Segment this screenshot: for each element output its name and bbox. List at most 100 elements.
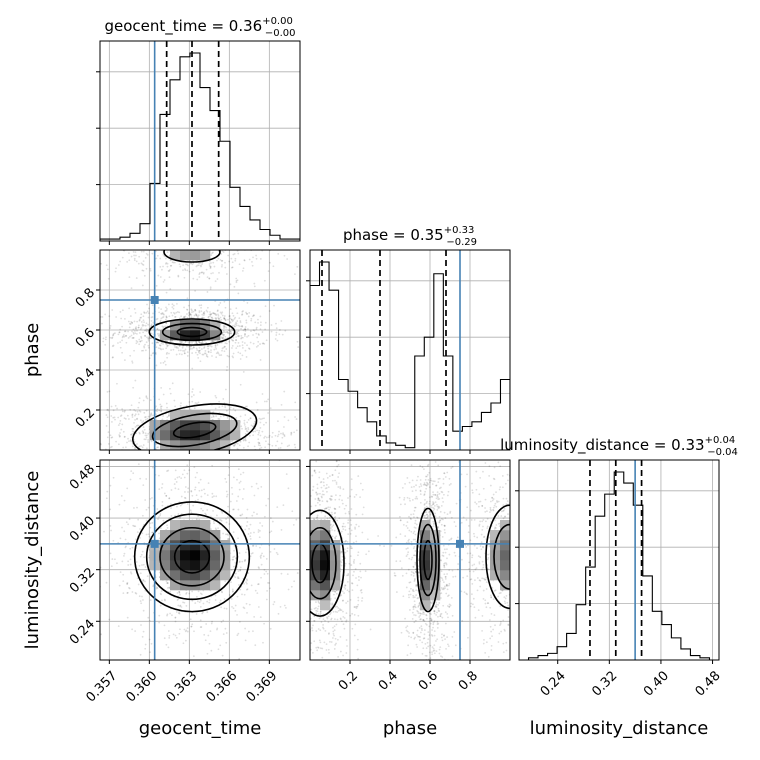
scatter-point [244, 326, 247, 328]
scatter-point [302, 514, 304, 516]
scatter-point [222, 334, 225, 337]
scatter-point [245, 581, 248, 583]
scatter-point [356, 648, 359, 651]
scatter-point [317, 498, 320, 501]
scatter-point [271, 463, 273, 465]
scatter-point [172, 311, 175, 314]
scatter-point [236, 330, 239, 333]
scatter-point [245, 578, 248, 581]
scatter-point [220, 312, 223, 315]
scatter-point [133, 257, 136, 260]
scatter-point [138, 255, 141, 258]
scatter-point [245, 427, 248, 430]
scatter-point [177, 238, 179, 240]
scatter-point [350, 564, 353, 566]
scatter-point [141, 446, 144, 449]
scatter-point [160, 308, 163, 311]
scatter-point [96, 396, 98, 398]
scatter-point [296, 641, 298, 643]
scatter-point [295, 609, 297, 611]
scatter-point [328, 652, 330, 654]
scatter-point [181, 353, 183, 356]
scatter-point [131, 591, 134, 593]
scatter-point [179, 342, 182, 344]
scatter-point [165, 347, 168, 350]
scatter-point [263, 468, 265, 470]
scatter-point [163, 637, 166, 640]
scatter-point [173, 483, 176, 485]
scatter-point [237, 495, 240, 498]
scatter-point [168, 586, 171, 589]
density-cell [210, 560, 221, 571]
scatter-point [274, 434, 277, 437]
scatter-point [290, 433, 293, 436]
scatter-point [179, 628, 181, 631]
scatter-point [305, 575, 307, 577]
scatter-point [282, 653, 284, 655]
scatter-point [200, 507, 203, 510]
scatter-point [141, 323, 144, 326]
scatter-point [175, 353, 178, 356]
panel-content [86, 230, 300, 470]
scatter-point [165, 246, 167, 248]
scatter-point [129, 230, 131, 232]
density-cell [160, 430, 171, 441]
scatter-point [77, 550, 79, 552]
scatter-point [147, 346, 150, 349]
scatter-point [369, 628, 372, 631]
scatter-point [246, 328, 249, 330]
scatter-point [259, 421, 262, 424]
scatter-point [223, 598, 226, 600]
scatter-point [345, 539, 347, 542]
scatter-point [138, 431, 141, 434]
scatter-point [241, 325, 244, 328]
scatter-point [251, 315, 254, 318]
scatter-point [188, 592, 191, 595]
scatter-point [86, 428, 88, 430]
scatter-point [340, 561, 343, 564]
scatter-point [131, 413, 134, 416]
scatter-point [240, 337, 242, 340]
scatter-point [167, 451, 169, 453]
density-cell [210, 440, 221, 450]
scatter-point [187, 304, 190, 307]
scatter-point [237, 342, 240, 344]
scatter-point [284, 525, 286, 527]
scatter-point [230, 486, 233, 489]
scatter-point [280, 432, 282, 435]
scatter-point [131, 414, 134, 417]
density-cell [180, 530, 191, 541]
scatter-point [249, 434, 251, 437]
scatter-point [343, 617, 346, 619]
scatter-point [158, 621, 161, 624]
scatter-point [141, 247, 143, 249]
scatter-point [238, 658, 241, 660]
scatter-point [144, 335, 147, 337]
scatter-point [215, 495, 218, 498]
scatter-point [135, 277, 138, 279]
scatter-point [203, 633, 206, 636]
scatter-point [180, 477, 183, 480]
scatter-point [331, 495, 333, 498]
scatter-point [198, 340, 201, 343]
scatter-point [241, 498, 244, 500]
density-cell [200, 550, 211, 561]
scatter-point [259, 522, 261, 524]
panel-content [310, 250, 510, 450]
scatter-point [120, 495, 123, 497]
scatter-point [142, 444, 145, 446]
scatter-point [259, 258, 262, 260]
scatter-point [332, 603, 334, 606]
scatter-point [144, 418, 147, 421]
scatter-point [261, 393, 264, 395]
scatter-point [355, 577, 357, 579]
scatter-point [140, 250, 143, 253]
scatter-point [139, 419, 142, 422]
scatter-point [137, 463, 140, 466]
scatter-point [149, 522, 152, 525]
scatter-point [143, 312, 146, 314]
scatter-point [229, 321, 232, 324]
scatter-point [125, 545, 127, 548]
scatter-point [306, 558, 308, 560]
scatter-point [179, 265, 182, 268]
